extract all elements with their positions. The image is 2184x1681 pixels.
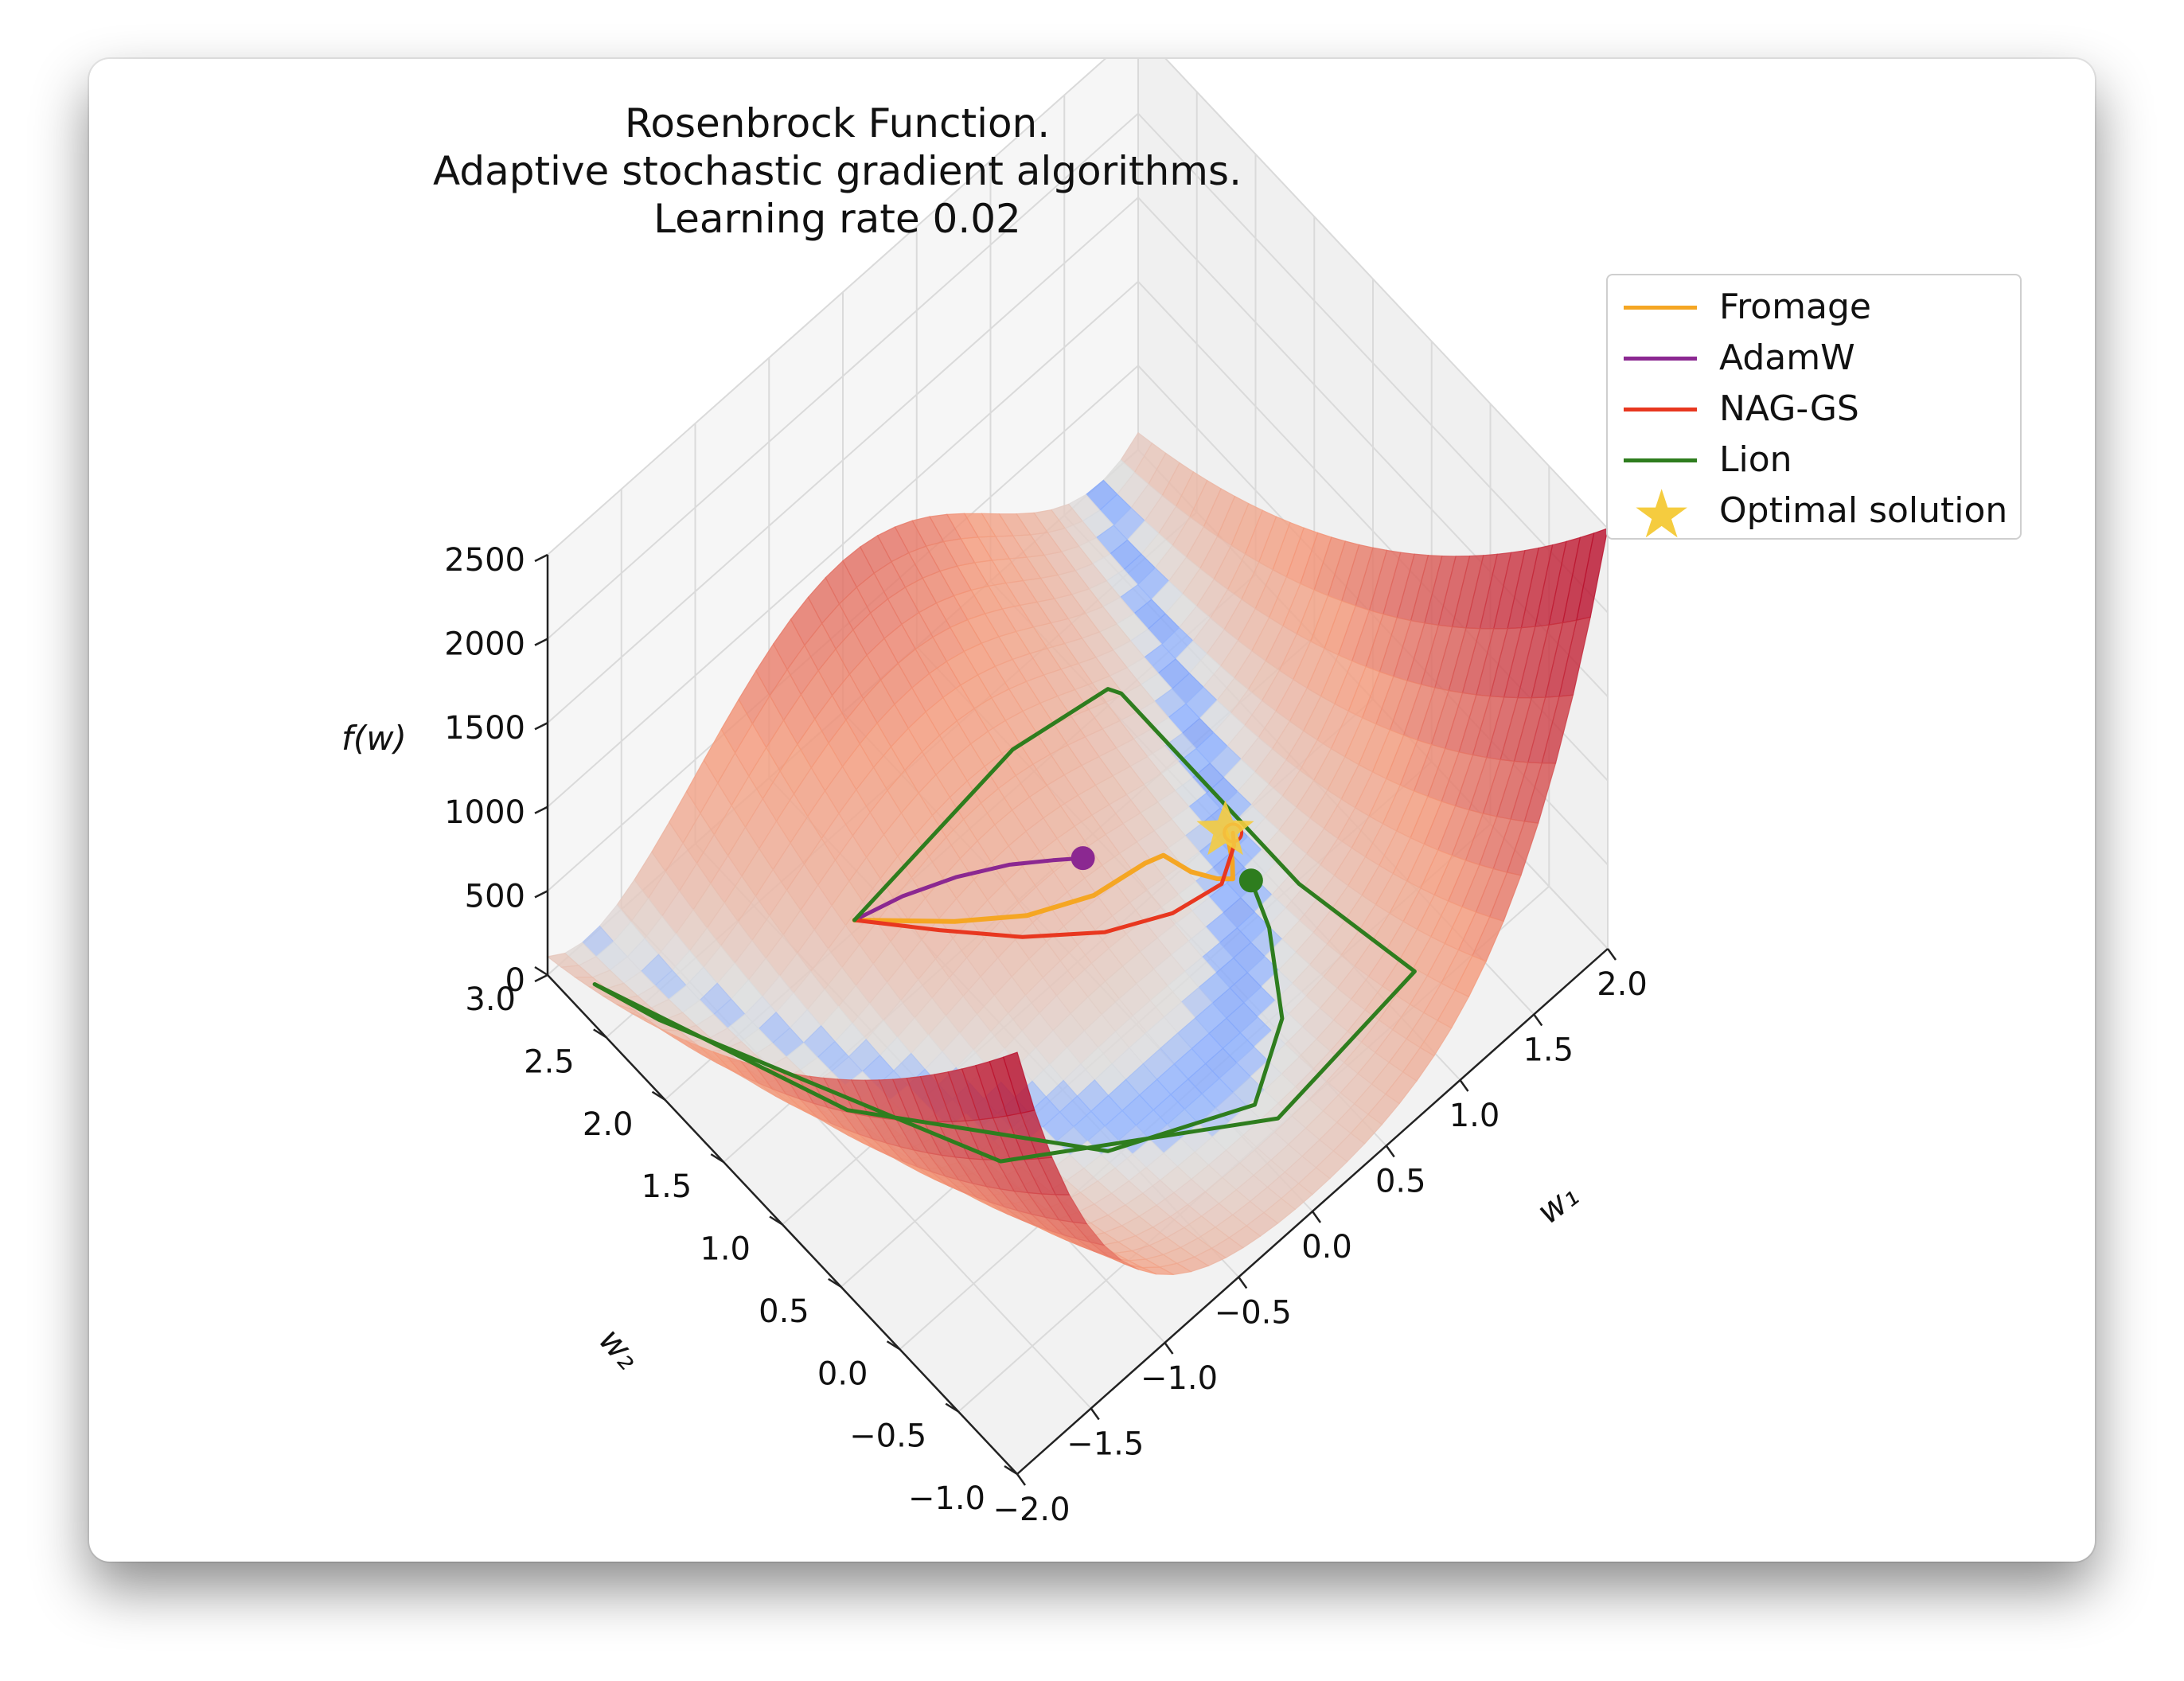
wall-grid-line xyxy=(547,59,1609,556)
w2-tick-mark xyxy=(593,1028,607,1039)
legend-label-lion: Lion xyxy=(1719,439,1792,480)
legend-label-optimal: Optimal solution xyxy=(1719,490,2008,531)
z-tick-label: 0 xyxy=(505,962,525,999)
w1-tick-label: 0.0 xyxy=(1301,1229,1352,1266)
endpoint-adamw xyxy=(1071,846,1095,871)
legend-label-fromage: Fromage xyxy=(1719,287,1871,327)
chart-title-line-1: Rosenbrock Function. xyxy=(624,100,1051,146)
legend-item-adamw: AdamW xyxy=(1608,334,2020,382)
surface-chart: −2.0−1.5−1.0−0.50.00.51.01.52.0−1.0−0.50… xyxy=(341,59,1648,1528)
legend-label-nag-gs: NAG-GS xyxy=(1719,388,1859,429)
w1-tick-mark xyxy=(1606,948,1617,961)
w2-tick-label: −1.0 xyxy=(908,1480,985,1517)
legend-swatch-nag-gs xyxy=(1624,408,1697,411)
plot-window: −2.0 −1.5 −1.0 −0.5 0.0 0.5 1.0 1.5 2.0 −1.0 −0.5 0… xyxy=(89,59,2095,1562)
chart-title-line-3: Learning rate 0.02 xyxy=(653,196,1021,242)
w1-tick-mark xyxy=(1311,1211,1322,1223)
w1-tick-label: −0.5 xyxy=(1215,1295,1292,1332)
star-icon: ★ xyxy=(1632,475,1692,553)
z-tick-label: 2000 xyxy=(444,626,525,663)
legend-item-nag-gs: NAG-GS xyxy=(1608,385,2020,433)
w1-tick-mark xyxy=(1459,1079,1469,1092)
z-tick-mark xyxy=(534,973,548,983)
z-tick-label: 1500 xyxy=(444,710,525,747)
w1-tick-mark xyxy=(1016,1473,1027,1486)
z-tick-mark xyxy=(534,553,548,563)
w2-tick-mark xyxy=(828,1277,842,1288)
legend-swatch-adamw xyxy=(1624,357,1697,361)
w2-tick-mark xyxy=(710,1153,724,1164)
legend-swatch-lion xyxy=(1624,458,1697,462)
w1-tick-label: 1.0 xyxy=(1449,1098,1500,1134)
legend-item-fromage: Fromage xyxy=(1608,283,2020,331)
wall-grid-line xyxy=(547,112,1609,640)
legend-label-adamw: AdamW xyxy=(1719,337,1855,378)
z-tick-mark xyxy=(534,638,548,646)
w1-tick-label: −2.0 xyxy=(993,1492,1070,1528)
z-tick-label: 2500 xyxy=(444,542,525,579)
w2-tick-label: 2.0 xyxy=(583,1106,634,1143)
w2-tick-label: 0.0 xyxy=(817,1355,868,1392)
w2-tick-mark xyxy=(945,1402,959,1413)
tick-labels: −2.0−1.5−1.0−0.50.00.51.01.52.0−1.0−0.50… xyxy=(444,542,1648,1528)
endpoint-lion xyxy=(1238,868,1263,893)
trajectories xyxy=(592,687,1417,1164)
w1-tick-label: −1.5 xyxy=(1067,1426,1144,1463)
z-tick-label: 500 xyxy=(465,878,525,915)
optimal-star xyxy=(1196,800,1254,856)
z-tick-mark xyxy=(534,890,548,899)
w2-tick-label: 3.0 xyxy=(465,981,516,1018)
w2-tick-mark xyxy=(769,1215,783,1226)
z-tick-mark xyxy=(534,805,548,814)
w1-tick-label: −1.0 xyxy=(1141,1360,1218,1397)
w2-tick-mark xyxy=(651,1090,666,1101)
w2-tick-label: 1.0 xyxy=(700,1231,751,1268)
w1-tick-label: 2.0 xyxy=(1597,966,1648,1003)
w2-tick-label: 0.5 xyxy=(759,1293,809,1330)
wall-grid-line xyxy=(547,196,1609,723)
w1-tick-mark xyxy=(1533,1013,1543,1027)
w2-tick-label: −0.5 xyxy=(849,1418,926,1455)
z-tick-label: 1000 xyxy=(444,794,525,831)
w2-tick-mark xyxy=(886,1340,901,1351)
trajectory-adamw xyxy=(852,856,1086,922)
w2-axis-label: w₂ xyxy=(591,1320,648,1377)
trajectory-markers xyxy=(1071,800,1263,893)
legend: Fromage AdamW NAG-GS Lion ★ Optimal solu… xyxy=(1606,274,2022,548)
w1-tick-mark xyxy=(1164,1342,1174,1355)
z-axis-label: f(w) xyxy=(341,719,407,758)
chart-title-line-2: Adaptive stochastic gradient algorithms. xyxy=(433,148,1242,194)
legend-item-lion: Lion xyxy=(1608,436,2020,484)
w2-tick-mark xyxy=(534,965,548,977)
surface-patch xyxy=(1002,1051,1035,1114)
legend-swatch-fromage xyxy=(1624,306,1697,310)
legend-item-optimal: ★ Optimal solution xyxy=(1608,481,2020,548)
w1-axis-label: w₁ xyxy=(1530,1176,1586,1231)
w1-tick-mark xyxy=(1090,1407,1100,1421)
trajectory-nag-gs xyxy=(852,830,1236,939)
w1-tick-mark xyxy=(1385,1145,1395,1158)
trajectory-lion xyxy=(592,687,1417,1164)
w1-tick-mark xyxy=(1238,1276,1248,1289)
w2-tick-label: 1.5 xyxy=(642,1168,692,1205)
w2-tick-mark xyxy=(1004,1465,1018,1476)
w1-tick-label: 0.5 xyxy=(1375,1164,1426,1200)
z-tick-mark xyxy=(534,722,548,731)
w1-tick-label: 1.5 xyxy=(1523,1032,1574,1069)
w2-tick-label: 2.5 xyxy=(524,1043,575,1080)
